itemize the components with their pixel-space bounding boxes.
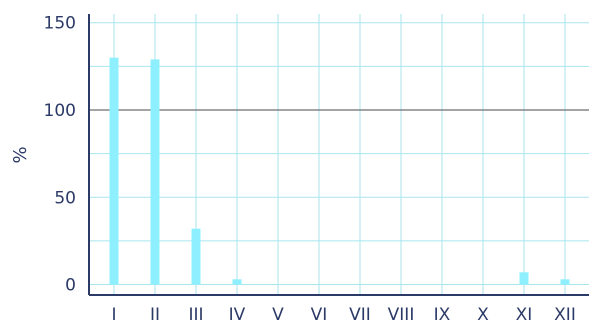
x-tick-label: IV: [229, 305, 246, 322]
y-tick-label: 50: [54, 188, 76, 208]
y-tick-labels: 0 50 100 150: [44, 14, 76, 296]
x-tick-label: IX: [434, 305, 451, 322]
y-tick-label: 100: [44, 101, 76, 121]
x-tick-label: VI: [311, 305, 328, 322]
bars: [110, 58, 570, 285]
x-tick-label: XII: [554, 305, 576, 322]
x-tick-label: II: [150, 305, 160, 322]
bar-IV: [233, 279, 242, 284]
y-tick-label: 150: [44, 14, 76, 34]
y-tick-label: 0: [65, 276, 76, 296]
x-tick-labels: I II III IV V VI VII VIII IX X XI XII: [111, 305, 575, 322]
x-tick-label: V: [272, 305, 284, 322]
x-tick-label: III: [188, 305, 203, 322]
bar-I: [110, 58, 119, 285]
x-tick-label: VII: [349, 305, 371, 322]
x-tick-label: VIII: [388, 305, 415, 322]
bar-XI: [520, 272, 529, 284]
grid-lines: [89, 14, 589, 295]
bar-II: [151, 59, 160, 284]
x-tick-label: XI: [516, 305, 533, 322]
x-tick-label: I: [111, 305, 116, 322]
bar-III: [192, 229, 201, 285]
x-tick-label: X: [477, 305, 489, 322]
bar-XII: [561, 279, 570, 284]
y-axis-title: %: [10, 146, 31, 163]
